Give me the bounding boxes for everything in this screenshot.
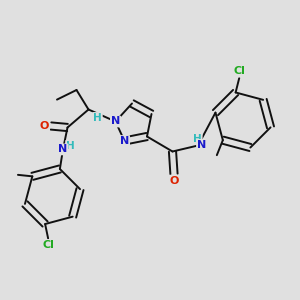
- Text: Cl: Cl: [233, 67, 245, 76]
- Text: N: N: [197, 140, 206, 150]
- Text: N: N: [120, 136, 129, 146]
- Text: H: H: [193, 134, 202, 144]
- Text: O: O: [170, 176, 179, 186]
- Text: H: H: [93, 113, 102, 123]
- Text: Cl: Cl: [42, 240, 54, 250]
- Text: N: N: [58, 144, 68, 154]
- Text: O: O: [40, 121, 49, 131]
- Text: N: N: [111, 116, 120, 127]
- Text: H: H: [66, 141, 75, 151]
